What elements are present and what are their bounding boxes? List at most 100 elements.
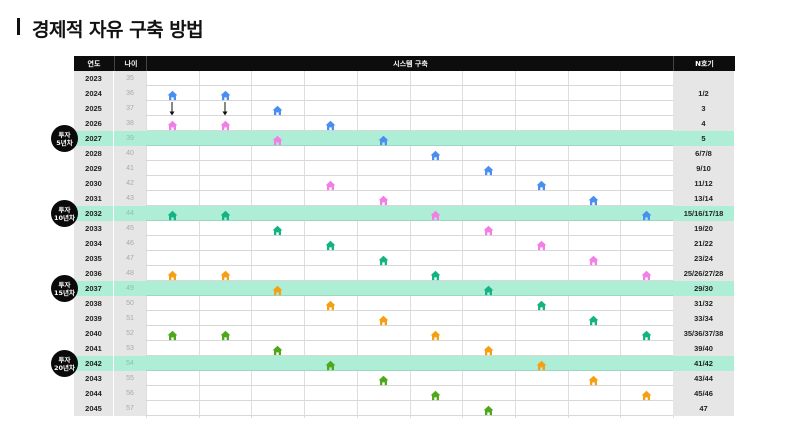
n-count-cell: 31/32 [673,296,734,311]
table-row: 2038 50 31/32 [74,296,734,311]
year-cell: 2038 [74,296,114,311]
arrow-down-icon [168,101,176,116]
house-icon [430,208,441,221]
age-cell: 37 [114,101,146,116]
arrow-down-icon [221,101,229,116]
year-cell: 2027 [74,131,114,146]
house-icon [588,193,599,206]
house-icon [483,163,494,176]
year-cell: 2044 [74,386,114,401]
table-row: 2029 41 9/10 [74,161,734,176]
table-row: 2028 40 6/7/8 [74,146,734,161]
house-icon [272,133,283,146]
header-year: 연도 [74,56,114,71]
house-icon [378,133,389,146]
year-cell: 2040 [74,326,114,341]
table-row: 2023 35 [74,71,734,86]
n-count-cell: 9/10 [673,161,734,176]
house-icon [536,178,547,191]
house-icon [483,343,494,356]
column-divider [620,71,622,418]
age-cell: 47 [114,251,146,266]
year-cell: 2042 [74,356,114,371]
house-icon [220,268,231,281]
house-icon [641,268,652,281]
house-icon [536,298,547,311]
table-row: 2033 45 19/20 [74,221,734,236]
house-icon [325,358,336,371]
age-cell: 46 [114,236,146,251]
badge-line1: 투자 [58,280,71,289]
house-icon [430,388,441,401]
house-icon [325,118,336,131]
table-row: 2030 42 11/12 [74,176,734,191]
house-icon [167,328,178,341]
house-icon [430,148,441,161]
year-cell: 2043 [74,371,114,386]
badge-line1: 투자 [58,205,71,214]
n-count-cell: 6/7/8 [673,146,734,161]
age-cell: 45 [114,221,146,236]
table-row: 2026 38 4 [74,116,734,131]
year-cell: 2041 [74,341,114,356]
age-cell: 44 [114,206,146,221]
house-icon [167,268,178,281]
age-cell: 35 [114,71,146,86]
house-icon [167,118,178,131]
badge-line2: 10년차 [53,213,75,222]
age-cell: 56 [114,386,146,401]
badge-line1: 투자 [58,130,71,139]
header-n-count: N호기 [673,56,735,71]
house-icon [378,313,389,326]
age-cell: 50 [114,296,146,311]
year-cell: 2034 [74,236,114,251]
year-cell: 2023 [74,71,114,86]
house-icon [272,283,283,296]
house-icon [588,253,599,266]
house-icon [325,238,336,251]
n-count-cell: 25/26/27/28 [673,266,734,281]
badge-line2: 20년차 [53,363,75,372]
house-icon [641,208,652,221]
table-row: 2034 46 21/22 [74,236,734,251]
age-cell: 39 [114,131,146,146]
n-count-cell: 39/40 [673,341,734,356]
age-cell: 57 [114,401,146,416]
age-cell: 51 [114,311,146,326]
column-divider [304,71,306,418]
table-row: 2036 48 25/26/27/28 [74,266,734,281]
badge-line2: 15년차 [53,288,75,297]
age-cell: 43 [114,191,146,206]
column-divider [146,71,147,418]
table-row: 2035 47 23/24 [74,251,734,266]
year-cell: 2024 [74,86,114,101]
house-icon [536,358,547,371]
n-count-cell: 13/14 [673,191,734,206]
year-cell: 2025 [74,101,114,116]
year-cell: 2029 [74,161,114,176]
house-icon [220,118,231,131]
age-cell: 38 [114,116,146,131]
table-row: 2032 44 15/16/17/18 [74,206,734,221]
table-row: 2025 37 3 [74,101,734,116]
n-count-cell: 11/12 [673,176,734,191]
house-icon [536,238,547,251]
age-cell: 55 [114,371,146,386]
n-count-cell: 29/30 [673,281,734,296]
year-cell: 2036 [74,266,114,281]
age-cell: 48 [114,266,146,281]
table-row: 2044 56 45/46 [74,386,734,401]
age-cell: 42 [114,176,146,191]
n-count-cell: 23/24 [673,251,734,266]
n-count-cell: 19/20 [673,221,734,236]
age-cell: 49 [114,281,146,296]
year-cell: 2033 [74,221,114,236]
table-row: 2039 51 33/34 [74,311,734,326]
table-row: 2027 39 5 [74,131,734,146]
page-title: 경제적 자유 구축 방법 [32,19,204,41]
n-count-cell: 43/44 [673,371,734,386]
house-icon [272,103,283,116]
n-count-cell: 15/16/17/18 [673,206,734,221]
house-icon [483,223,494,236]
house-icon [378,373,389,386]
